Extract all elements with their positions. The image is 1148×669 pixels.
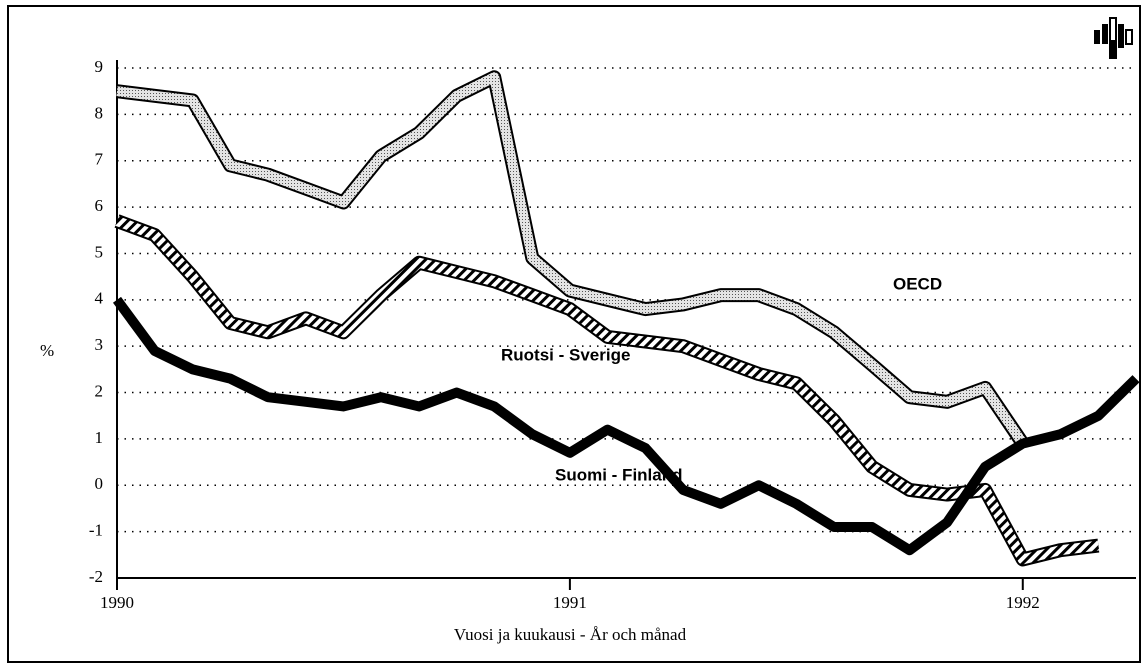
series-label: Suomi - Finland — [555, 465, 683, 484]
x-axis-label: Vuosi ja kuukausi - År och månad — [454, 625, 687, 644]
y-tick-label: 0 — [95, 474, 104, 493]
y-axis-label: % — [40, 341, 54, 360]
y-tick-label: 4 — [95, 289, 104, 308]
y-tick-label: 2 — [95, 381, 104, 400]
y-tick-label: -1 — [89, 521, 103, 540]
y-tick-label: 9 — [95, 57, 104, 76]
y-tick-label: 7 — [95, 150, 104, 169]
line — [115, 216, 1100, 565]
y-tick-label: 1 — [95, 428, 104, 447]
y-tick-label: 3 — [95, 335, 104, 354]
y-tick-label: -2 — [89, 567, 103, 586]
y-tick-label: 8 — [95, 103, 104, 122]
frame — [7, 5, 1141, 663]
x-tick-label: 1990 — [100, 593, 134, 612]
line — [112, 296, 1140, 556]
series-label: OECD — [893, 274, 942, 293]
line — [116, 72, 1027, 447]
y-tick-label: 6 — [95, 196, 104, 215]
x-tick-label: 1991 — [553, 593, 587, 612]
logo — [1094, 17, 1133, 59]
x-tick-label: 1992 — [1006, 593, 1040, 612]
y-tick-label: 5 — [95, 242, 104, 261]
series-label: Ruotsi - Sverige — [501, 345, 630, 364]
